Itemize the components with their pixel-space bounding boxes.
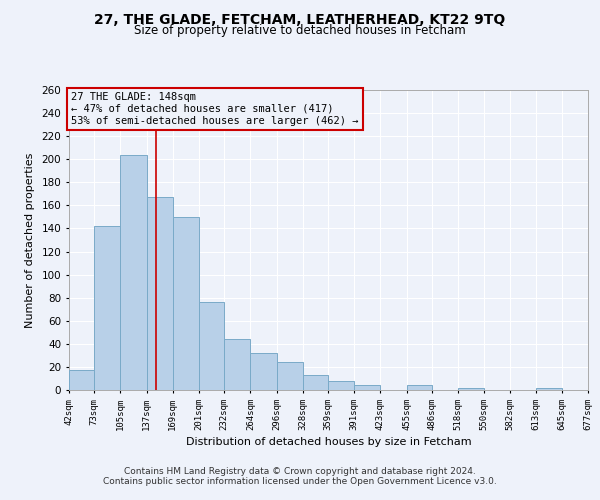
Bar: [354, 386, 380, 390]
Bar: [121, 154, 146, 390]
Bar: [303, 375, 328, 390]
Bar: [94, 226, 121, 390]
Bar: [328, 381, 354, 390]
Bar: [69, 370, 94, 390]
Bar: [277, 362, 303, 390]
Text: Contains public sector information licensed under the Open Government Licence v3: Contains public sector information licen…: [103, 477, 497, 486]
Bar: [199, 302, 224, 390]
Text: Contains HM Land Registry data © Crown copyright and database right 2024.: Contains HM Land Registry data © Crown c…: [124, 467, 476, 476]
Bar: [407, 386, 432, 390]
Y-axis label: Number of detached properties: Number of detached properties: [25, 152, 35, 328]
Bar: [224, 339, 250, 390]
Text: Size of property relative to detached houses in Fetcham: Size of property relative to detached ho…: [134, 24, 466, 37]
Bar: [146, 198, 173, 390]
Text: 27 THE GLADE: 148sqm
← 47% of detached houses are smaller (417)
53% of semi-deta: 27 THE GLADE: 148sqm ← 47% of detached h…: [71, 92, 359, 126]
Bar: [173, 217, 199, 390]
Bar: [536, 388, 562, 390]
Text: 27, THE GLADE, FETCHAM, LEATHERHEAD, KT22 9TQ: 27, THE GLADE, FETCHAM, LEATHERHEAD, KT2…: [94, 12, 506, 26]
X-axis label: Distribution of detached houses by size in Fetcham: Distribution of detached houses by size …: [185, 437, 472, 447]
Bar: [458, 388, 484, 390]
Bar: [250, 353, 277, 390]
